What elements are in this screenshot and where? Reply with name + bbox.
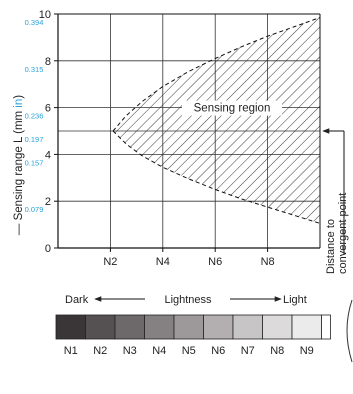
lightness-scale: Dark Lightness Light N1 N2 N3 N4 N5 N6 N7 N8 N9 [55, 294, 353, 363]
swatch-label: N6 [211, 345, 225, 357]
y-tick-label-in: 0.197 [25, 135, 44, 144]
convergent-label: Distance toconvergent point [325, 193, 349, 274]
lightness-swatch [85, 314, 116, 340]
sensing-region-fill [113, 17, 320, 224]
y-tick-label-in: 0.236 [25, 112, 44, 121]
y-tick-label-in: 0.079 [25, 205, 44, 214]
x-tick-label: N6 [208, 256, 222, 268]
region-label-bg [182, 100, 282, 116]
y-tick-label-mm: 0 [45, 243, 51, 255]
lightness-title: Lightness [164, 294, 212, 306]
swatch-label: N8 [270, 345, 284, 357]
swatch-label: N4 [152, 345, 166, 357]
swatch-label: N7 [241, 345, 255, 357]
lightness-swatch [114, 314, 145, 340]
swatch-label: N3 [123, 345, 137, 357]
lightness-swatch [291, 314, 322, 340]
upper-boundary-line [112, 17, 321, 132]
lightness-swatch-end [321, 314, 331, 340]
lightness-swatch [55, 314, 86, 340]
y-tick-label-mm: 10 [39, 9, 51, 21]
y-axis-label: — Sensing range L (mm in) [13, 95, 25, 235]
lightness-swatch [144, 314, 175, 340]
lower-boundary-line [112, 130, 321, 224]
lightness-swatch [203, 314, 234, 340]
x-tick-label: N4 [156, 256, 170, 268]
y-tick-label-in: 0.157 [25, 158, 44, 167]
y-tick-label-mm: 6 [45, 103, 51, 115]
y-tick-label-mm: 2 [45, 196, 51, 208]
lightness-swatch [232, 314, 263, 340]
edge-bracket [346, 299, 353, 363]
convergent-point-indicator: Distance toconvergent point [322, 128, 349, 274]
y-tick-label-mm: 8 [45, 56, 51, 68]
sensing-region: Sensing region [112, 17, 321, 224]
y-axis-label-prefix: — Sensing range L (mm [13, 108, 25, 235]
plot-frame [57, 13, 321, 249]
y-axis-label-suffix: ) [13, 95, 25, 99]
y-tick-label-mm: 4 [45, 149, 51, 161]
swatch-label: N2 [93, 345, 107, 357]
swatch-label: N9 [300, 345, 314, 357]
x-tick-label: N8 [261, 256, 275, 268]
x-axis-ticks: N2 N4 N6 N8 [103, 248, 275, 268]
lightness-swatch [173, 314, 204, 340]
y-tick-label-in: 0.394 [25, 18, 44, 27]
y-axis-ticks: 0 2 4 6 8 10 0.079 0.157 0.197 0.236 0.315 0.394 [25, 9, 58, 255]
region-label: Sensing region [194, 103, 271, 115]
light-label: Light [283, 294, 307, 306]
lightness-swatch [262, 314, 293, 340]
swatch-label: N1 [64, 345, 78, 357]
x-tick-label: N2 [103, 256, 117, 268]
dark-label: Dark [65, 294, 89, 306]
y-axis-label-unit: in [13, 99, 25, 108]
swatch-label: N5 [182, 345, 196, 357]
y-tick-label-in: 0.315 [25, 65, 44, 74]
